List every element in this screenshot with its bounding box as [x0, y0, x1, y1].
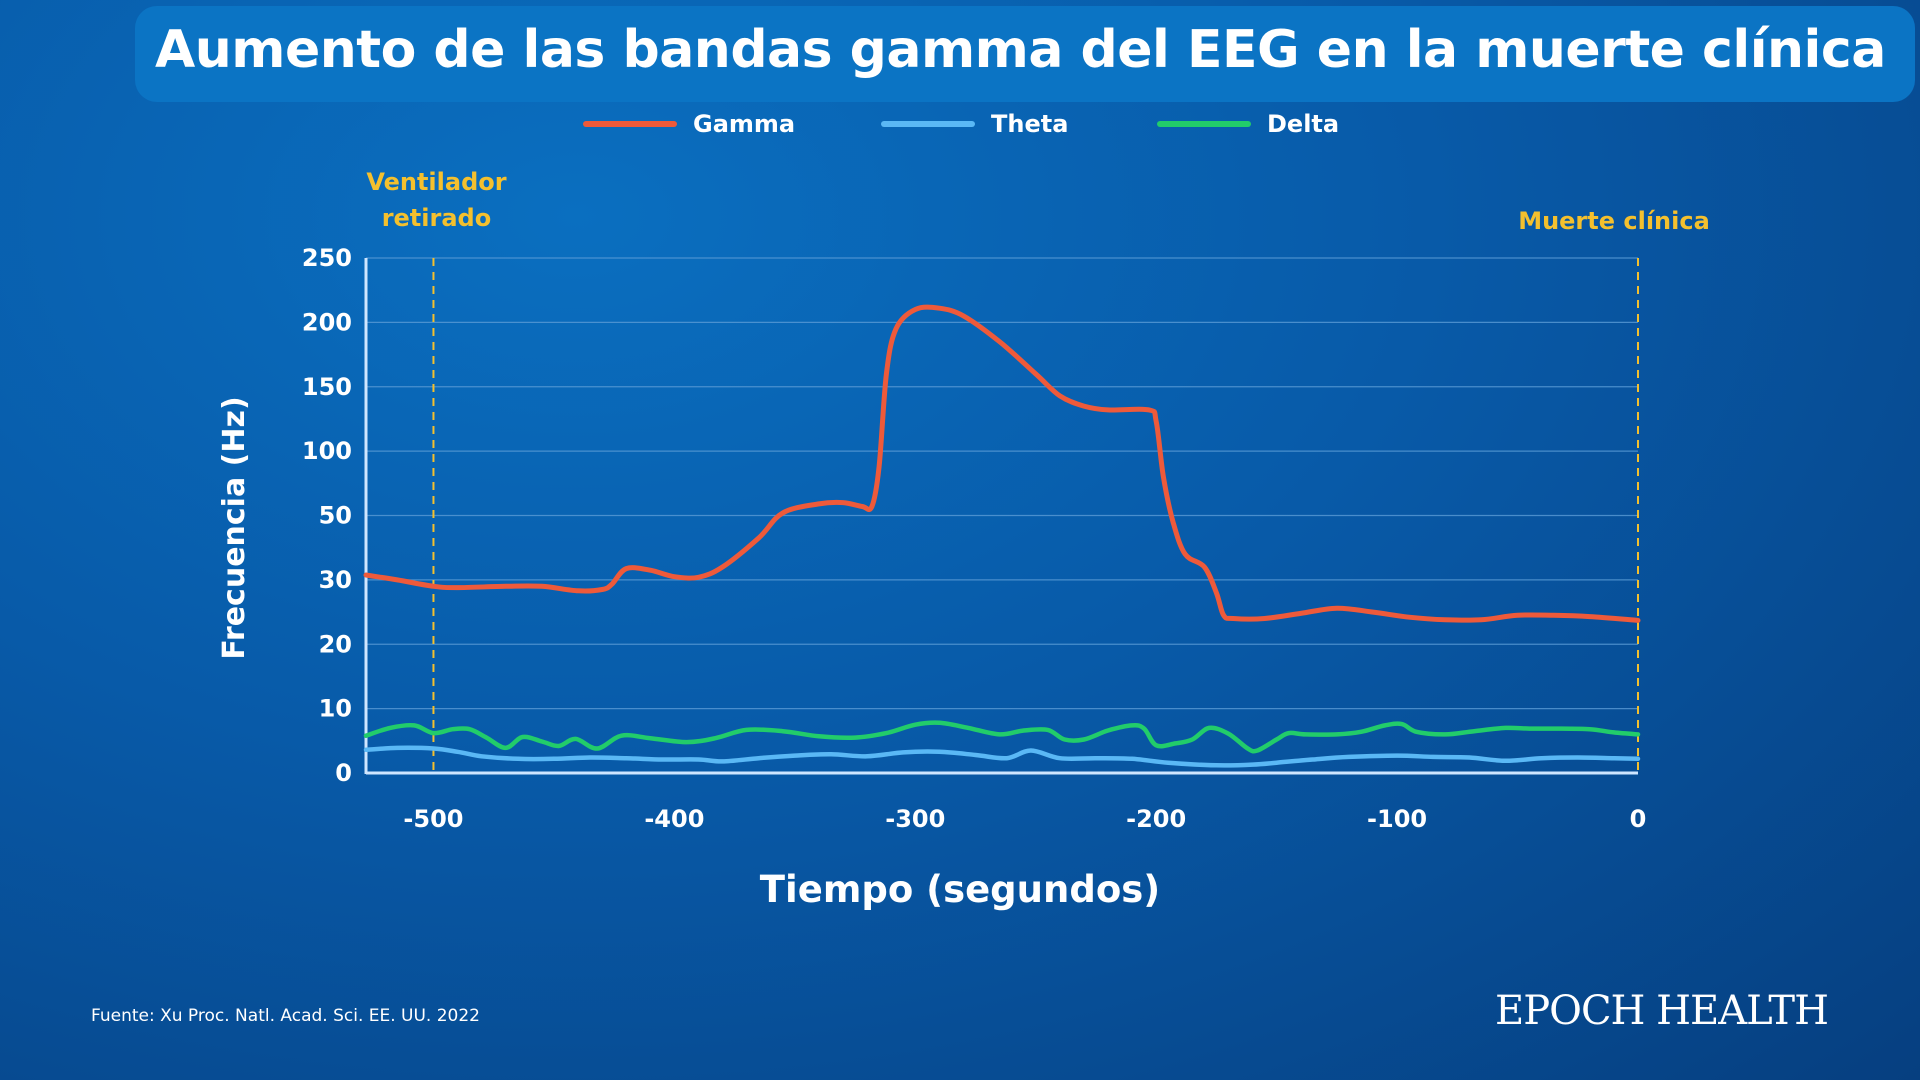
y-tick-label: 100 — [302, 437, 352, 465]
series-line-delta — [363, 720, 1641, 754]
y-tick-label: 20 — [319, 630, 352, 658]
y-tick-label: 30 — [319, 566, 352, 594]
x-axis-title: Tiempo (segundos) — [760, 868, 1160, 911]
series-line-theta — [363, 745, 1641, 768]
brand-logo: EPOCH HEALTH — [1495, 988, 1829, 1034]
legend-label-gamma: Gamma — [693, 110, 795, 138]
legend-label-delta: Delta — [1267, 110, 1339, 138]
annotation-label-death: Muerte clínica — [1518, 207, 1710, 235]
x-tick-label: -400 — [644, 805, 704, 833]
title-banner — [135, 6, 1915, 102]
legend-label-theta: Theta — [991, 110, 1068, 138]
x-tick-label: 0 — [1630, 805, 1647, 833]
y-tick-label: 150 — [302, 373, 352, 401]
annotation-label-line: Ventilador — [366, 168, 506, 196]
source-note: Fuente: Xu Proc. Natl. Acad. Sci. EE. UU… — [91, 1006, 480, 1026]
annotation-label-ventilator: Ventilador retirado — [366, 168, 506, 232]
x-tick-label: -100 — [1367, 805, 1427, 833]
x-tick-label: -200 — [1126, 805, 1186, 833]
x-tick-label: -500 — [403, 805, 463, 833]
chart-title: Aumento de las bandas gamma del EEG en l… — [155, 20, 1886, 80]
y-tick-label: 250 — [302, 244, 352, 272]
y-tick-label: 10 — [319, 695, 352, 723]
y-tick-label: 50 — [319, 502, 352, 530]
series-line-gamma — [363, 304, 1641, 623]
x-tick-label: -300 — [885, 805, 945, 833]
annotation-label-line: retirado — [382, 204, 492, 232]
y-tick-label: 200 — [302, 308, 352, 336]
y-tick-label: 0 — [335, 759, 352, 787]
y-axis-title: Frecuencia (Hz) — [217, 396, 252, 659]
